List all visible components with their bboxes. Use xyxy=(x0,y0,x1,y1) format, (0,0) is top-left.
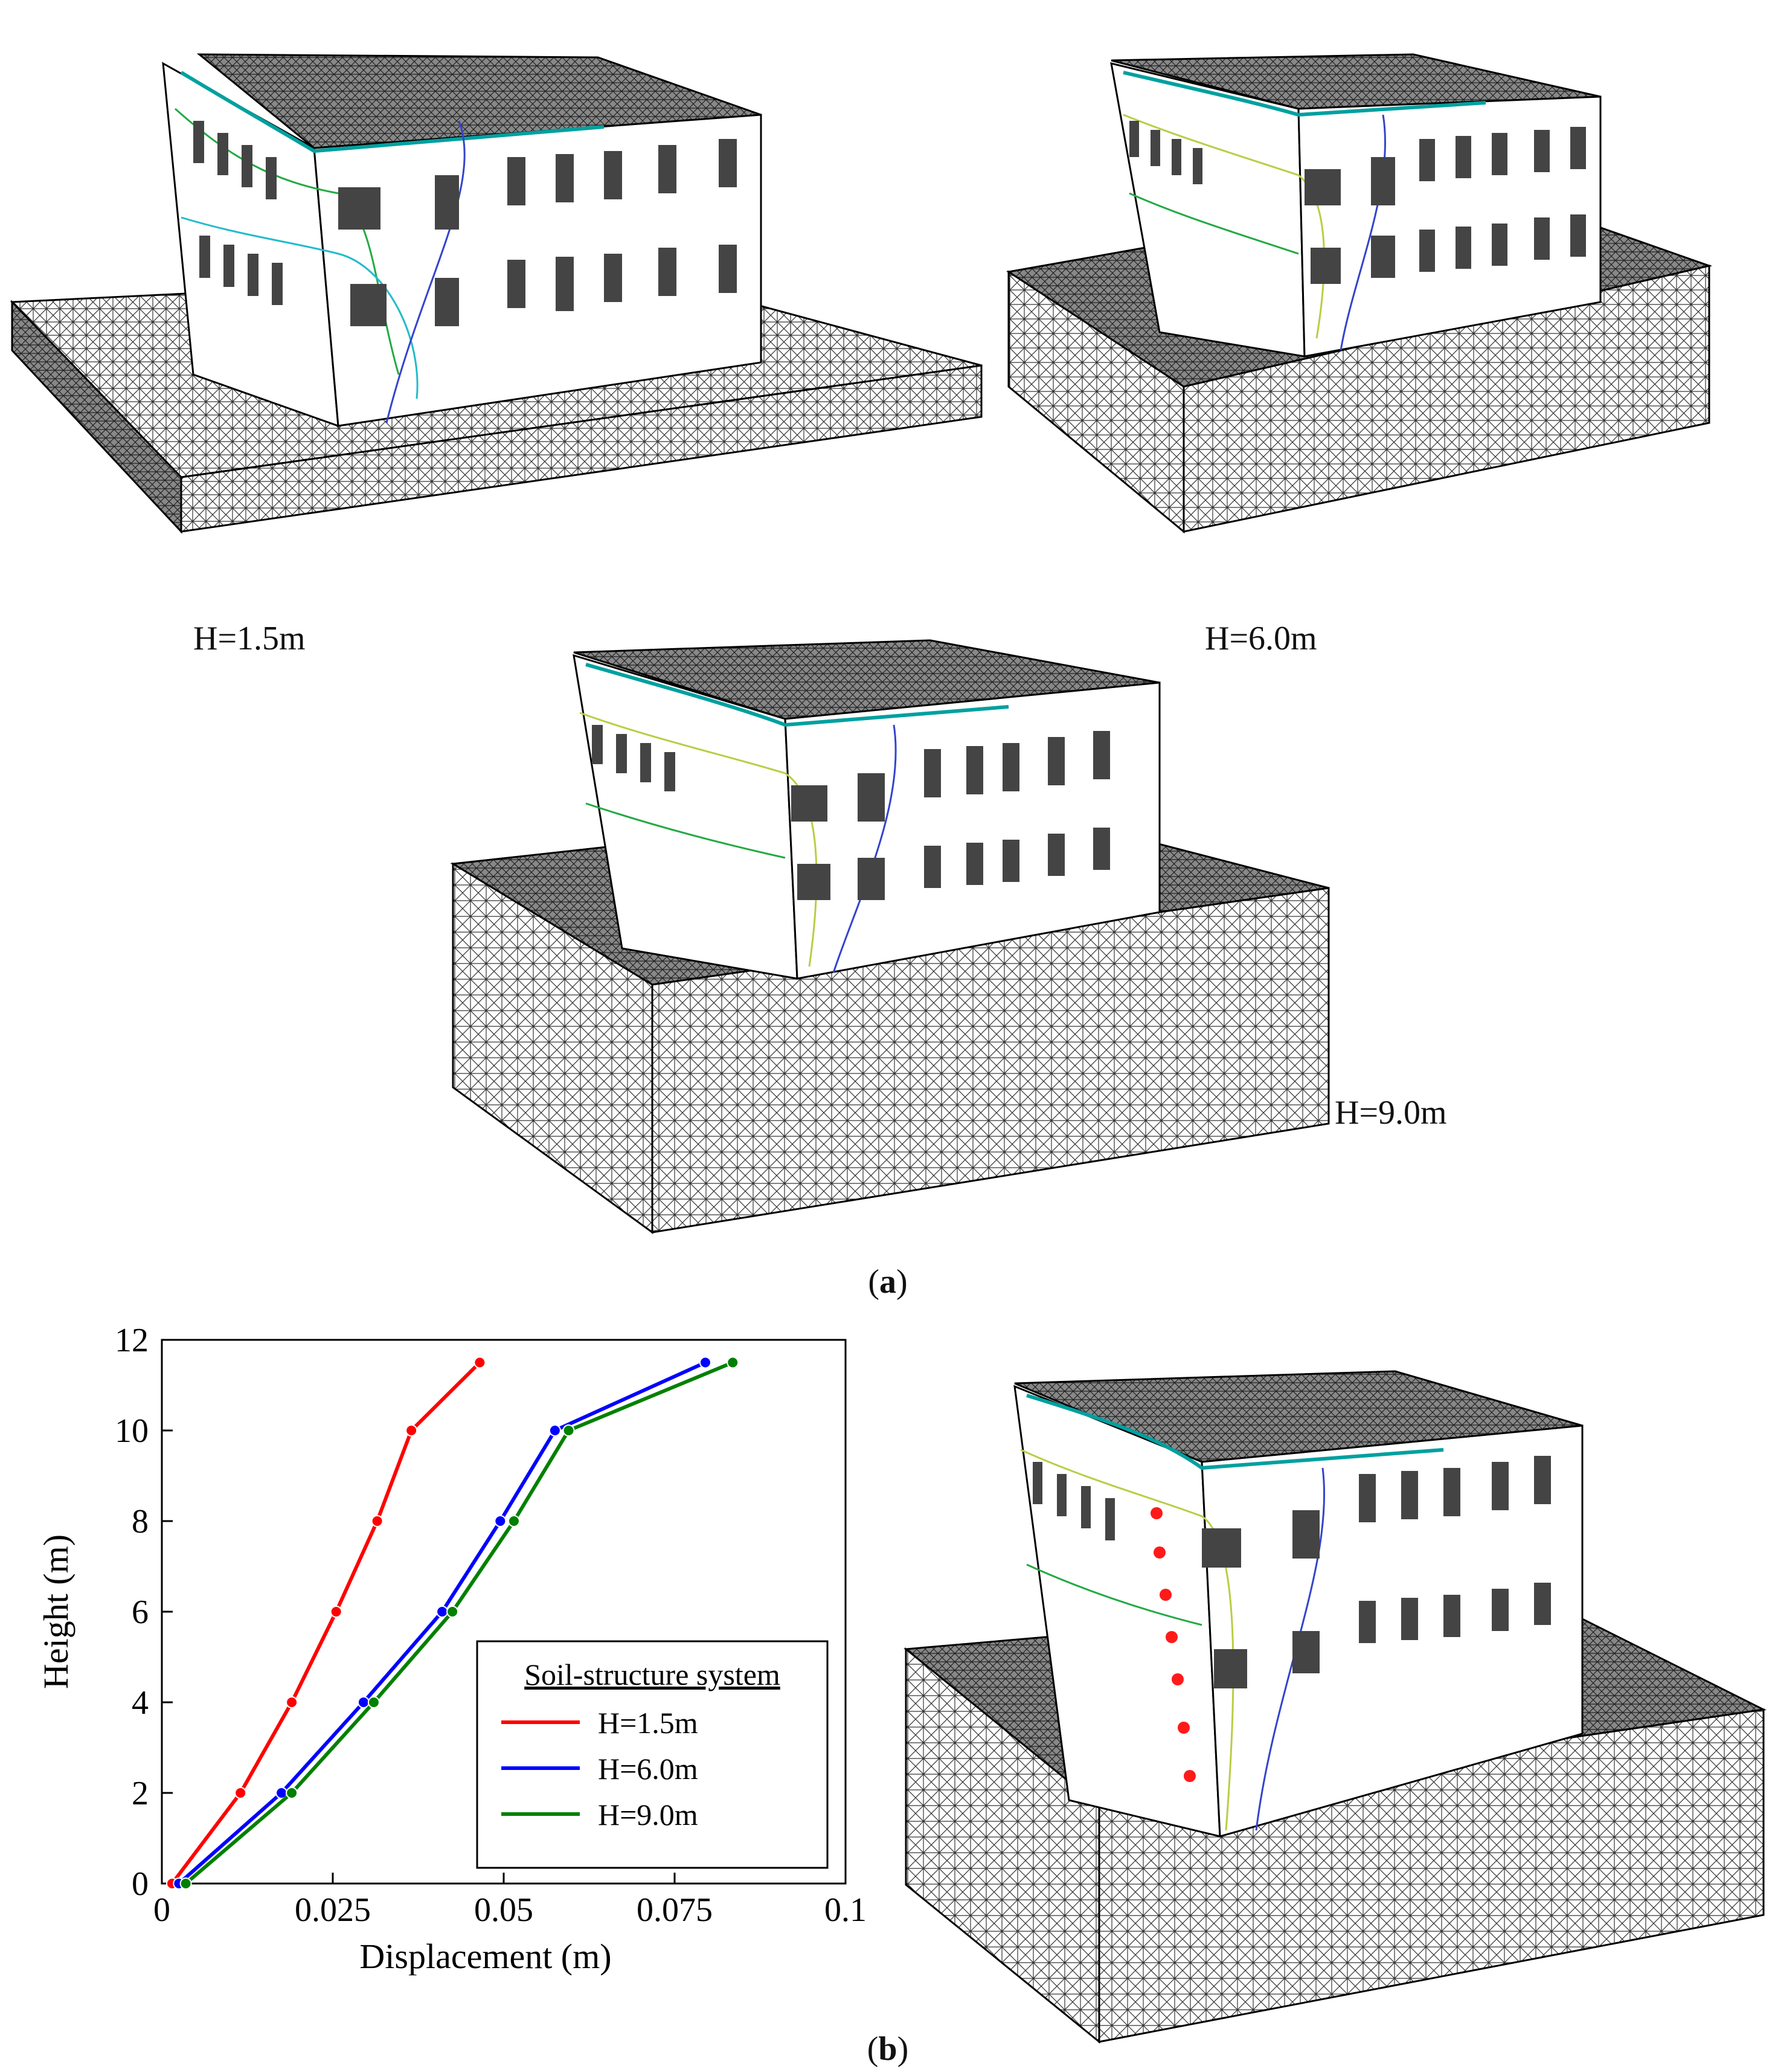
y-tick-label: 4 xyxy=(132,1684,149,1722)
chart-legend: Soil-structure system H=1.5m H=6.0m H=9.0m xyxy=(476,1640,829,1869)
y-tick-label: 10 xyxy=(115,1412,149,1450)
data-point-h-9-0m xyxy=(446,1606,459,1618)
y-tick-label: 8 xyxy=(132,1503,149,1540)
x-tick-label: 0 xyxy=(153,1891,170,1929)
x-tick-label: 0.1 xyxy=(824,1891,867,1929)
legend-entry-label: H=6.0m xyxy=(598,1752,698,1786)
x-tick-label: 0.025 xyxy=(295,1891,371,1929)
caption-h6-0m: H=6.0m xyxy=(1205,620,1317,657)
data-point-h-6-0m xyxy=(357,1696,370,1708)
panel-a-label: (a) xyxy=(827,1263,948,1301)
displacement-height-chart: 0 0.025 0.05 0.075 0.1 0 2 4 6 8 10 12 Displacement … xyxy=(36,1322,867,1975)
data-point-h-6-0m xyxy=(548,1424,561,1437)
data-point-h-1-5m xyxy=(234,1787,247,1799)
panel-b-label: (b) xyxy=(827,2030,948,2068)
data-point-h-9-0m xyxy=(286,1787,298,1799)
legend-box xyxy=(476,1640,829,1869)
data-point-h-9-0m xyxy=(367,1696,380,1708)
y-tick-label: 0 xyxy=(132,1865,149,1903)
data-point-h-9-0m xyxy=(562,1424,575,1437)
data-point-h-6-0m xyxy=(699,1356,711,1369)
data-point-h-1-5m xyxy=(371,1515,384,1527)
panel-b-label-open: ( xyxy=(867,2030,879,2068)
y-tick-label: 6 xyxy=(132,1594,149,1631)
legend-title: Soil-structure system xyxy=(524,1658,780,1691)
x-tick-label: 0.05 xyxy=(474,1891,533,1929)
y-tick-label: 2 xyxy=(132,1775,149,1812)
model-h6-0m-illustration xyxy=(1006,53,1713,534)
x-tick-label: 0.075 xyxy=(637,1891,713,1929)
panel-b-label-close: ) xyxy=(897,2030,909,2068)
panel-a-label-close: ) xyxy=(896,1263,908,1301)
data-point-h-1-5m xyxy=(286,1696,298,1708)
data-point-h-1-5m xyxy=(405,1424,418,1437)
panel-a-label-letter: a xyxy=(879,1263,896,1301)
chart-axes: 0 0.025 0.05 0.075 0.1 0 2 4 6 8 10 12 Displacement … xyxy=(36,1322,867,1975)
model-h9-0m-illustration xyxy=(450,639,1330,1234)
data-point-h-1-5m xyxy=(330,1606,342,1618)
legend-entry-label: H=9.0m xyxy=(598,1798,698,1832)
panel-b-label-letter: b xyxy=(878,2030,897,2068)
caption-h1-5m: H=1.5m xyxy=(193,620,306,657)
caption-h9-0m: H=9.0m xyxy=(1335,1094,1447,1131)
data-point-h-9-0m xyxy=(507,1515,520,1527)
panel-a-label-open: ( xyxy=(868,1263,879,1301)
data-point-h-6-0m xyxy=(436,1606,449,1618)
x-axis-label: Displacement (m) xyxy=(359,1937,611,1975)
y-axis-label: Height (m) xyxy=(36,1534,75,1689)
legend-entry-label: H=1.5m xyxy=(598,1706,698,1740)
data-point-h-6-0m xyxy=(494,1515,507,1527)
data-point-h-1-5m xyxy=(473,1356,486,1369)
monitoring-points xyxy=(1151,1507,1196,1782)
model-monitoring-points-illustration xyxy=(904,1370,1767,2044)
chart-series-layer xyxy=(165,1356,739,1890)
data-point-h-9-0m xyxy=(179,1877,192,1890)
y-tick-label: 12 xyxy=(115,1322,149,1359)
data-point-h-9-0m xyxy=(727,1356,739,1369)
model-h1-5m-illustration xyxy=(10,53,983,534)
